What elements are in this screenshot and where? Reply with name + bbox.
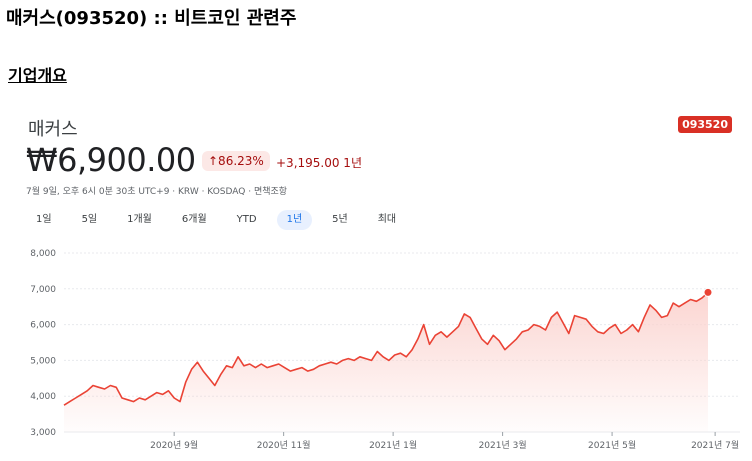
x-tick-label: 2021년 3월 <box>479 439 527 451</box>
company-name: 매커스 <box>28 119 78 140</box>
y-tick-label: 5,000 <box>30 356 56 366</box>
y-tick-label: 7,000 <box>30 285 56 295</box>
y-tick-label: 3,000 <box>30 428 56 438</box>
range-tab-max[interactable]: 최대 <box>377 214 397 225</box>
range-tab-1d[interactable]: 1일 <box>36 214 52 225</box>
range-tab-5d[interactable]: 5일 <box>81 214 98 225</box>
range-tab-ytd[interactable]: YTD <box>236 214 257 225</box>
quote-meta: 7월 9일, 오후 6시 0분 30초 UTC+9 · KRW · KOSDAQ… <box>26 187 288 197</box>
x-tick-label: 2021년 5월 <box>588 439 636 451</box>
section-title: 기업개요 <box>8 66 67 85</box>
range-tab-1m[interactable]: 1개월 <box>127 214 152 225</box>
change-percent-badge: ↑86.23% <box>202 151 270 171</box>
x-tick-label: 2021년 7월 <box>691 439 739 451</box>
y-tick-label: 6,000 <box>30 321 56 331</box>
y-tick-label: 8,000 <box>30 249 56 259</box>
range-tab-6m[interactable]: 6개월 <box>181 214 207 225</box>
current-price-dot[interactable] <box>703 287 713 297</box>
x-tick-label: 2021년 1월 <box>369 439 417 451</box>
change-absolute: +3,195.00 1년 <box>276 156 362 170</box>
x-tick-label: 2020년 11월 <box>257 439 311 451</box>
ticker-badge[interactable]: 093520 <box>678 116 732 133</box>
x-tick-label: 2020년 9월 <box>150 439 198 451</box>
range-selector: 1일 5일 1개월 6개월 YTD 1년 5년 최대 <box>26 210 416 232</box>
stock-price: ₩6,900.00 <box>26 141 196 179</box>
range-tab-5y[interactable]: 5년 <box>332 214 348 225</box>
price-chart: 8,000 7,000 6,000 5,000 4,000 3,000 2020년 9월 20… <box>30 249 740 451</box>
page-title: 매커스(093520) :: 비트코인 관련주 <box>6 8 297 29</box>
y-tick-label: 4,000 <box>30 392 56 402</box>
range-tab-1y[interactable]: 1년 <box>276 210 313 230</box>
price-line <box>63 291 709 406</box>
price-area <box>64 292 708 432</box>
